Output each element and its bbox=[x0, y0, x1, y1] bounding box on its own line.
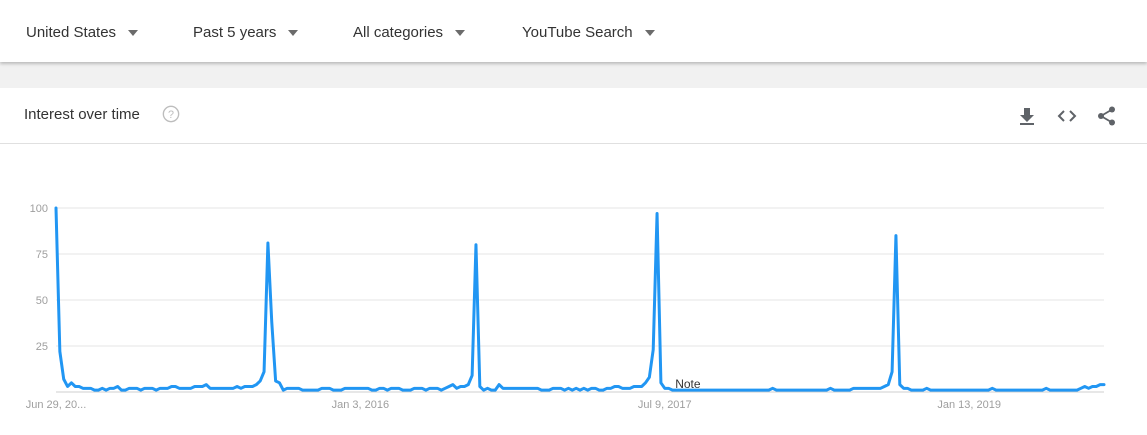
search-type-filter-dropdown[interactable]: YouTube Search bbox=[522, 21, 655, 43]
interest-over-time-card: Interest over time ? 25 50 75 100 Jun 29, 20… bbox=[0, 88, 1147, 435]
interest-line-chart: 25 50 75 100 Jun 29, 20... Jan 3, 2016 Jul 9, … bbox=[26, 203, 1106, 411]
x-tick-label: Jan 3, 2016 bbox=[332, 399, 390, 411]
card-title: Interest over time bbox=[24, 106, 140, 123]
caret-down-icon bbox=[455, 30, 466, 36]
x-tick-label: Jun 29, 20... bbox=[26, 399, 87, 411]
category-filter-dropdown[interactable]: All categories bbox=[353, 21, 466, 43]
time-range-filter-label: Past 5 years bbox=[193, 23, 277, 41]
caret-down-icon bbox=[288, 30, 299, 36]
help-icon[interactable]: ? bbox=[162, 105, 180, 123]
x-tick-label: Jan 13, 2019 bbox=[937, 399, 1001, 411]
time-range-filter-dropdown[interactable]: Past 5 years bbox=[193, 21, 299, 43]
embed-icon[interactable] bbox=[1056, 105, 1078, 127]
share-icon[interactable] bbox=[1096, 105, 1118, 127]
series-line bbox=[54, 206, 1106, 392]
region-filter-dropdown[interactable]: United States bbox=[26, 21, 139, 43]
note-annotation: Note bbox=[675, 377, 701, 391]
x-tick-label: Jul 9, 2017 bbox=[638, 399, 692, 411]
search-type-filter-label: YouTube Search bbox=[522, 23, 633, 41]
y-tick-label: 100 bbox=[30, 203, 48, 215]
card-header: Interest over time ? bbox=[0, 88, 1147, 144]
svg-text:?: ? bbox=[168, 109, 174, 121]
filter-bar: United States Past 5 years All categorie… bbox=[0, 0, 1147, 62]
download-icon[interactable] bbox=[1016, 105, 1038, 127]
region-filter-label: United States bbox=[26, 23, 117, 41]
category-filter-label: All categories bbox=[353, 23, 444, 41]
y-tick-label: 50 bbox=[36, 295, 48, 307]
caret-down-icon bbox=[128, 30, 139, 36]
caret-down-icon bbox=[644, 30, 655, 36]
y-tick-label: 25 bbox=[36, 341, 48, 353]
y-tick-label: 75 bbox=[36, 249, 48, 261]
